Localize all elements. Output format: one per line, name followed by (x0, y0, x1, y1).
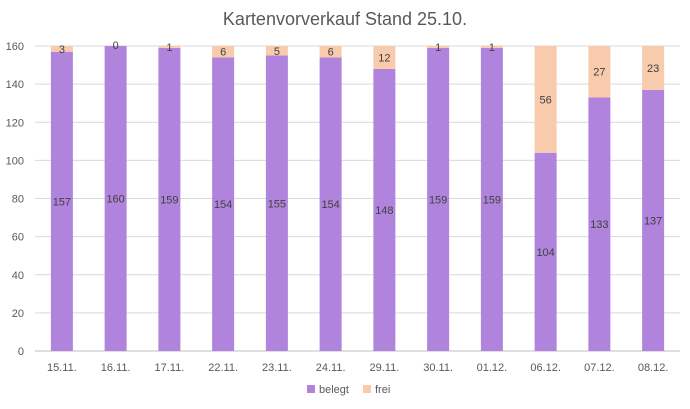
data-label-frei: 0 (113, 40, 119, 52)
x-tick-label: 16.11. (101, 362, 131, 374)
bar-belegt (373, 68, 396, 351)
y-tick-label: 140 (6, 79, 24, 91)
bar-frei (588, 46, 611, 98)
bar-frei (373, 46, 396, 69)
legend-label-frei: frei (375, 384, 390, 396)
data-label-belegt: 154 (214, 199, 232, 211)
data-label-frei: 1 (166, 42, 172, 54)
x-tick-label: 23.11. (262, 362, 292, 374)
x-tick-label: 08.12. (638, 362, 669, 374)
y-tick-label: 60 (12, 232, 24, 244)
y-tick-label: 0 (18, 346, 24, 358)
y-tick-label: 120 (6, 117, 24, 129)
chart-title: Kartenvorverkauf Stand 25.10. (223, 9, 467, 29)
x-tick-label: 17.11. (154, 362, 184, 374)
bar-belegt (427, 47, 450, 351)
bar-frei (50, 46, 73, 52)
data-label-frei: 56 (540, 94, 552, 106)
y-tick-label: 40 (12, 270, 24, 282)
data-label-frei: 6 (220, 47, 226, 59)
data-label-frei: 23 (647, 63, 659, 75)
legend: belegt frei (307, 384, 390, 396)
bar-belegt (642, 89, 665, 351)
legend-label-belegt: belegt (319, 384, 349, 396)
y-tick-label: 100 (6, 155, 24, 167)
data-label-frei: 5 (274, 46, 280, 58)
bars: 157 3 160 0 159 1 154 6 155 5 154 6 148 12 159 1 159 1 104… (50, 40, 665, 351)
data-label-frei: 3 (59, 44, 65, 56)
bar-frei (642, 46, 665, 90)
bar-frei (212, 46, 235, 58)
y-tick-label: 80 (12, 194, 24, 206)
data-label-belegt: 148 (375, 205, 393, 217)
bar-belegt (588, 97, 611, 351)
bar-belegt (158, 47, 181, 351)
x-tick-label: 22.11. (208, 362, 238, 374)
y-tick-label: 20 (12, 308, 24, 320)
bar-belegt (212, 57, 235, 351)
bar-belegt (104, 46, 127, 351)
x-tick-label: 30.11. (423, 362, 453, 374)
data-label-belegt: 133 (590, 219, 608, 231)
data-label-frei: 12 (378, 52, 390, 64)
data-label-belegt: 159 (160, 194, 178, 206)
data-label-belegt: 137 (644, 215, 662, 227)
x-tick-label: 07.12. (584, 362, 615, 374)
y-tick-label: 160 (6, 41, 24, 53)
gridlines (35, 45, 680, 352)
data-label-belegt: 159 (483, 194, 501, 206)
legend-swatch-belegt (307, 385, 315, 393)
data-label-frei: 6 (328, 47, 334, 59)
data-label-belegt: 155 (268, 198, 286, 210)
bar-frei (319, 46, 342, 58)
x-tick-label: 01.12. (477, 362, 508, 374)
data-label-frei: 1 (435, 42, 441, 54)
data-label-frei: 27 (593, 67, 605, 79)
bar-frei (534, 46, 557, 153)
data-label-belegt: 160 (106, 194, 124, 206)
data-label-belegt: 154 (321, 199, 339, 211)
x-tick-label: 29.11. (369, 362, 399, 374)
bar-frei (480, 46, 503, 48)
y-axis: 0 20 40 60 80 100 120 140 160 (6, 41, 24, 358)
bar-frei (158, 46, 181, 48)
bar-frei (427, 46, 450, 48)
x-axis: 15.11. 16.11. 17.11. 22.11. 23.11. 24.11. 29.1… (47, 362, 668, 374)
bar-belegt (480, 47, 503, 351)
legend-swatch-frei (363, 385, 371, 393)
data-label-frei: 1 (489, 42, 495, 54)
bar-frei (265, 46, 288, 56)
x-tick-label: 24.11. (316, 362, 346, 374)
bar-belegt (50, 51, 73, 351)
bar-belegt (265, 55, 288, 351)
x-tick-label: 06.12. (530, 362, 561, 374)
data-label-belegt: 159 (429, 194, 447, 206)
bar-belegt (534, 152, 557, 351)
data-label-belegt: 104 (536, 247, 554, 259)
bar-belegt (319, 57, 342, 351)
data-label-belegt: 157 (53, 196, 71, 208)
x-tick-label: 15.11. (47, 362, 77, 374)
